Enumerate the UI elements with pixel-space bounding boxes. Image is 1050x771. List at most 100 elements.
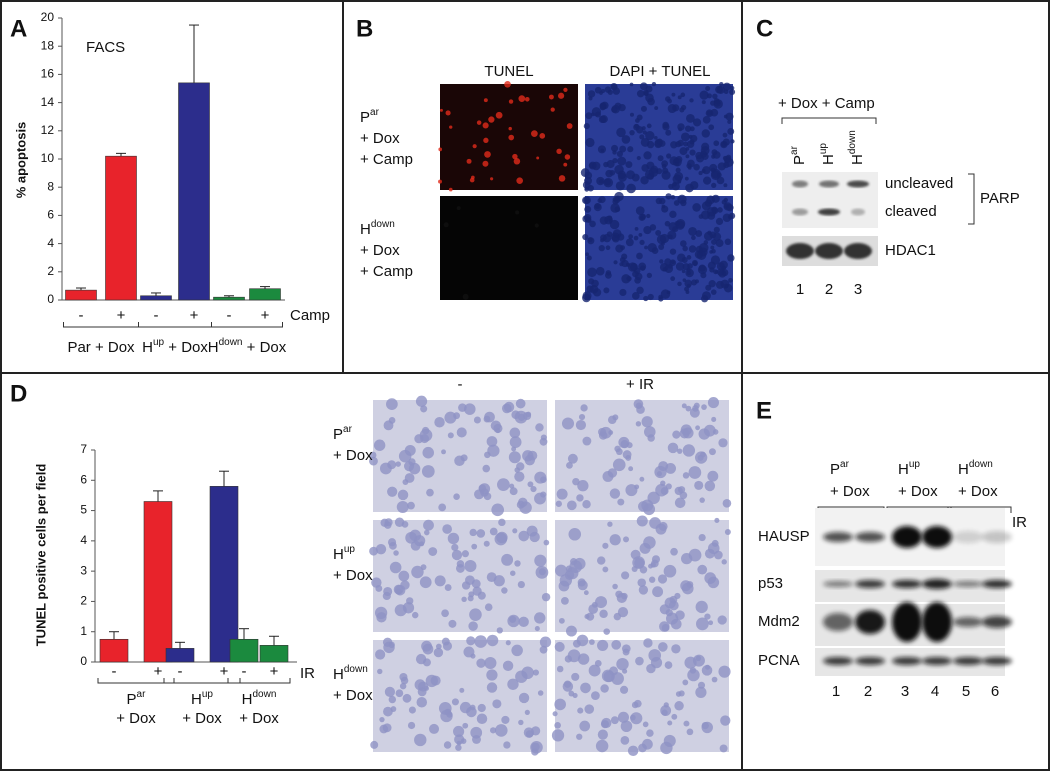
micrograph-cell	[647, 434, 655, 442]
micrograph-cell	[661, 624, 670, 632]
bar	[229, 638, 259, 663]
micrograph-cell	[673, 200, 680, 206]
micrograph-cell	[708, 124, 715, 131]
micrograph-cell	[613, 612, 622, 621]
micrograph-cell	[669, 248, 677, 255]
micrograph-cell	[646, 729, 654, 737]
micrograph-cell	[569, 560, 583, 574]
group-bracket	[97, 678, 175, 684]
micrograph-cell	[479, 483, 491, 495]
blot-band	[892, 526, 922, 548]
micrograph-cell	[484, 411, 495, 423]
micrograph-cell	[613, 260, 618, 265]
micrograph-cell	[504, 80, 511, 88]
blot-band	[847, 180, 869, 188]
micrograph-cell	[611, 234, 620, 243]
micrograph-cell	[685, 154, 690, 159]
micrograph-cell	[695, 600, 708, 614]
micrograph-cell	[387, 460, 397, 470]
y-tick-label: 16	[41, 67, 55, 81]
micrograph-cell	[531, 130, 538, 137]
micrograph-cell	[516, 462, 525, 471]
micrograph-cell	[597, 729, 608, 740]
micrograph-cell	[531, 742, 540, 752]
micrograph-cell	[662, 123, 670, 131]
superscript: down	[219, 337, 243, 348]
micrograph-cell	[715, 239, 724, 248]
micrograph-cell	[472, 586, 482, 596]
micrograph-cell	[630, 712, 643, 725]
micrograph-cell	[675, 141, 682, 148]
micrograph-cell	[636, 252, 643, 260]
micrograph-cell	[597, 145, 606, 154]
text-part: H	[333, 666, 344, 683]
error-bar	[260, 286, 270, 289]
micrograph-cell	[525, 730, 534, 738]
micrograph-cell	[444, 708, 452, 716]
blot-band	[815, 243, 843, 259]
micrograph-cell	[482, 464, 491, 473]
text-part: H	[849, 154, 866, 165]
micrograph-cell	[723, 89, 729, 95]
micrograph-cell	[621, 571, 630, 580]
micrograph-cell	[685, 405, 692, 412]
micrograph-cell	[665, 193, 672, 200]
micrograph-cell	[696, 250, 707, 260]
micrograph-cell	[710, 100, 716, 106]
micrograph-cell	[564, 154, 571, 160]
micrograph-cell	[582, 181, 591, 189]
micrograph-cell	[640, 213, 647, 220]
micrograph-cell	[711, 182, 717, 189]
micrograph-cell	[679, 107, 685, 113]
y-tick-label: 12	[41, 123, 55, 137]
micrograph-cell	[687, 159, 695, 168]
bar	[165, 648, 195, 663]
micrograph-cell	[722, 82, 732, 91]
micrograph-cell	[531, 726, 541, 736]
micrograph-cell	[562, 681, 574, 692]
micrograph-cell	[720, 279, 730, 289]
micrograph-cell	[627, 146, 634, 153]
micrograph-cell	[376, 612, 387, 623]
micrograph-cell	[718, 438, 728, 448]
micrograph-cell	[557, 92, 565, 99]
micrograph-cell	[722, 498, 732, 508]
micrograph-cell	[665, 129, 672, 136]
x-tick-label: -	[79, 307, 84, 324]
micrograph-cell	[400, 580, 410, 590]
micrograph-cell	[683, 720, 690, 727]
micrograph-cell	[524, 454, 536, 466]
micrograph-cell	[637, 578, 646, 587]
micrograph-cell	[411, 565, 424, 579]
micrograph-cell	[369, 451, 377, 459]
x-tick-label: -	[154, 307, 159, 324]
micrograph-cell	[579, 720, 591, 732]
micrograph-cell	[686, 267, 691, 272]
micrograph-cell	[729, 88, 736, 96]
micrograph-cell	[375, 649, 386, 660]
micrograph-cell	[728, 212, 736, 220]
micrograph-cell	[723, 197, 729, 203]
micrograph-cell	[491, 503, 505, 517]
micrograph-cell	[719, 260, 728, 270]
x-tick-label: -	[178, 663, 183, 680]
micrograph-cell	[634, 226, 639, 231]
micrograph-cell	[463, 646, 475, 658]
superscript: ar	[370, 107, 380, 118]
micrograph-cell	[681, 269, 686, 274]
blot-band	[818, 208, 840, 216]
column-header: DAPI + TUNEL	[609, 63, 710, 80]
micrograph-cell	[695, 230, 703, 237]
micrograph-cell	[715, 217, 724, 226]
micrograph-cell	[518, 530, 530, 542]
micrograph-cell	[661, 205, 669, 213]
micrograph-cell	[702, 115, 711, 124]
micrograph-cell	[597, 639, 609, 651]
micrograph-cell	[501, 587, 508, 594]
micrograph-cell	[607, 521, 613, 527]
micrograph-cell	[503, 401, 515, 413]
micrograph-cell	[675, 691, 682, 697]
micrograph-cell	[708, 279, 716, 288]
micrograph-cell	[404, 444, 416, 456]
micrograph-cell	[701, 100, 706, 105]
